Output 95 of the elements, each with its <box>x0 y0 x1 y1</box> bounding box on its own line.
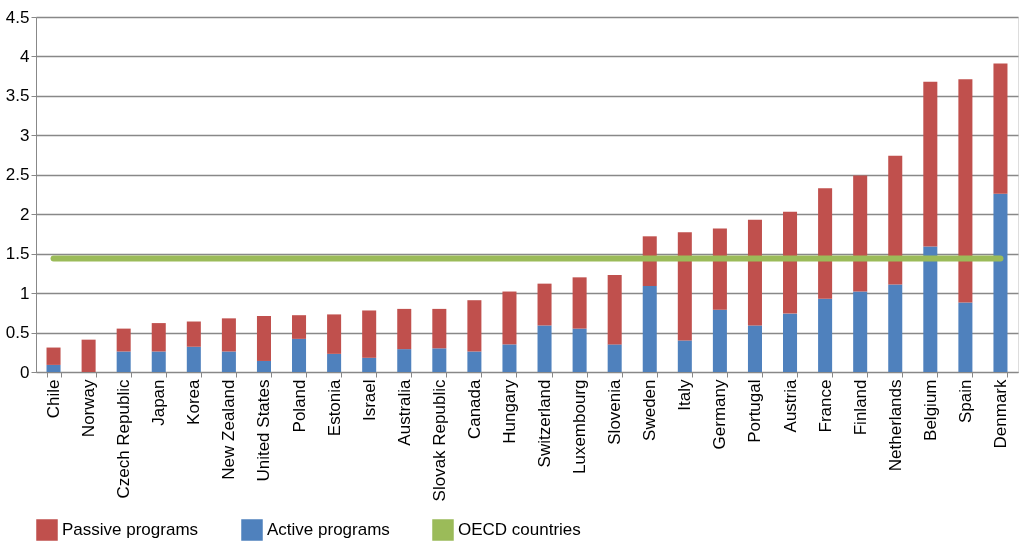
x-tick-label: Norway <box>79 379 99 438</box>
bar <box>923 246 938 372</box>
bar <box>537 325 552 372</box>
bar <box>502 291 517 345</box>
bar <box>677 340 692 372</box>
bar <box>292 338 307 372</box>
x-tick-label: Netherlands <box>885 379 905 472</box>
bar <box>467 300 482 352</box>
x-tick-label: Slovak Republic <box>429 379 449 502</box>
bar <box>853 291 868 372</box>
bar <box>362 310 377 358</box>
x-tick-label: Italy <box>675 379 695 411</box>
x-tick-label: Germany <box>710 379 730 450</box>
bar <box>993 193 1008 372</box>
legend-label: OECD countries <box>458 520 581 539</box>
y-tick-label: 1 <box>20 283 30 303</box>
bar <box>818 298 833 372</box>
bar <box>958 302 973 372</box>
bar <box>607 344 622 372</box>
bar <box>923 81 938 247</box>
bar <box>467 351 482 372</box>
bar <box>46 347 61 365</box>
bar <box>116 328 131 352</box>
bar <box>888 284 903 372</box>
bar <box>186 321 201 347</box>
bar <box>712 228 727 310</box>
x-tick-label: Portugal <box>745 379 765 443</box>
bar <box>607 274 622 345</box>
x-tick-label: Czech Republic <box>114 379 134 499</box>
y-tick-label: 4.5 <box>5 7 30 27</box>
x-tick-label: France <box>815 379 835 433</box>
bar <box>397 308 412 350</box>
bar <box>958 79 973 303</box>
y-tick-label: 3.5 <box>5 86 30 106</box>
bar <box>116 351 131 372</box>
x-tick-label: Sweden <box>640 379 660 441</box>
bar <box>327 353 342 372</box>
x-tick-label: Japan <box>149 379 169 426</box>
x-tick-label: Spain <box>955 379 975 423</box>
x-tick-label: United States <box>254 379 274 482</box>
bar <box>362 357 377 372</box>
bar <box>993 63 1008 194</box>
bar <box>818 188 833 299</box>
bar <box>256 360 271 372</box>
bar <box>151 351 166 372</box>
x-tick-label: Finland <box>850 379 870 436</box>
bar <box>853 175 868 292</box>
x-tick-label: Estonia <box>324 378 344 437</box>
bar <box>397 349 412 372</box>
x-tick-label: Denmark <box>990 379 1010 449</box>
x-tick-label: Belgium <box>920 379 940 441</box>
bar <box>46 364 61 372</box>
x-tick-label: Luxembourg <box>570 379 590 475</box>
bar <box>677 232 692 341</box>
bar <box>783 313 798 372</box>
bar <box>712 309 727 372</box>
x-tick-label: Hungary <box>499 379 519 444</box>
x-tick-label: Canada <box>464 378 484 440</box>
bar <box>81 339 96 372</box>
bar <box>221 351 236 372</box>
x-tick-label: Korea <box>184 378 204 425</box>
y-tick-label: 4 <box>20 46 30 66</box>
bar <box>432 348 447 372</box>
y-tick-label: 3 <box>20 125 30 145</box>
bar <box>888 155 903 285</box>
bar <box>292 315 307 339</box>
legend-label: Active programs <box>267 520 390 539</box>
x-tick-label: Chile <box>44 379 64 419</box>
legend-label: Passive programs <box>62 520 199 539</box>
x-tick-label: Australia <box>394 378 414 446</box>
bar <box>747 219 762 326</box>
y-tick-label: 0.5 <box>5 323 30 343</box>
y-tick-label: 2 <box>20 204 30 224</box>
x-tick-label: New Zealand <box>219 379 239 480</box>
x-tick-label: Austria <box>780 378 800 433</box>
bar <box>572 277 587 329</box>
x-tick-label: Poland <box>289 379 309 433</box>
bar <box>186 346 201 372</box>
y-tick-label: 2.5 <box>5 165 30 185</box>
x-tick-label: Slovenia <box>605 378 625 445</box>
y-tick-label: 0 <box>20 362 30 382</box>
bar <box>256 315 271 361</box>
bar <box>327 314 342 354</box>
x-tick-label: Switzerland <box>535 379 555 468</box>
bar <box>747 325 762 372</box>
bar <box>783 211 798 314</box>
bar <box>502 344 517 372</box>
bar <box>221 318 236 352</box>
bar <box>432 308 447 349</box>
bar <box>642 286 657 372</box>
x-tick-label: Israel <box>359 379 379 422</box>
bar <box>572 328 587 372</box>
bar <box>151 323 166 352</box>
bar <box>537 283 552 326</box>
y-tick-label: 1.5 <box>5 244 30 264</box>
